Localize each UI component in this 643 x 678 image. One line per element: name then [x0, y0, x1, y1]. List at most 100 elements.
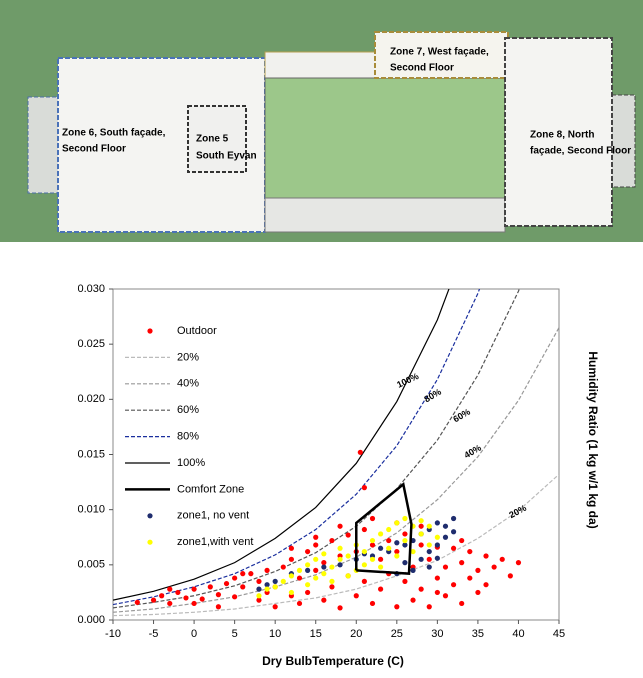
data-point [313, 575, 318, 580]
data-point [378, 557, 383, 562]
data-point [362, 527, 367, 532]
data-point [402, 538, 407, 543]
data-point [419, 557, 424, 562]
data-point [451, 516, 456, 521]
data-point [321, 571, 326, 576]
data-point [297, 575, 302, 580]
data-point [264, 568, 269, 573]
data-point [248, 571, 253, 576]
data-point [305, 568, 310, 573]
data-point [232, 575, 237, 580]
data-point [337, 605, 342, 610]
data-point [281, 564, 286, 569]
data-point [273, 604, 278, 609]
data-point [467, 575, 472, 580]
data-point [402, 579, 407, 584]
data-point [451, 582, 456, 587]
data-point [167, 601, 172, 606]
data-point [337, 557, 342, 562]
data-point [289, 546, 294, 551]
data-point [402, 516, 407, 521]
data-point [329, 564, 334, 569]
y-tick-label: 0.005 [77, 559, 105, 571]
data-point [305, 590, 310, 595]
y-axis-title: Humidity Ratio (1 kg w/1 kg da) [586, 351, 600, 528]
x-axis-title: Dry BulbTemperature (C) [262, 654, 404, 668]
data-point [419, 531, 424, 536]
data-point [386, 527, 391, 532]
data-point [305, 582, 310, 587]
floor-plan: Zone 6, South façade, Second Floor Zone … [0, 0, 643, 242]
legend-label: Outdoor [177, 325, 217, 337]
x-tick-label: 5 [232, 628, 238, 640]
data-point [435, 535, 440, 540]
y-tick-label: 0.015 [77, 448, 105, 460]
data-point [362, 579, 367, 584]
x-tick-label: 20 [350, 628, 362, 640]
legend-label: zone1, no vent [177, 510, 249, 522]
data-point [256, 579, 261, 584]
data-point [313, 568, 318, 573]
x-tick-label: -10 [105, 628, 121, 640]
data-point [443, 535, 448, 540]
data-point [378, 587, 383, 592]
y-tick-label: 0.025 [77, 338, 105, 350]
legend-label: 40% [177, 378, 199, 390]
legend-label: 100% [177, 457, 205, 469]
data-point [410, 598, 415, 603]
data-point [443, 524, 448, 529]
data-point [467, 549, 472, 554]
y-tick-label: 0.020 [77, 393, 105, 405]
x-tick-label: 30 [431, 628, 443, 640]
data-point [321, 598, 326, 603]
data-point [386, 546, 391, 551]
data-point [427, 604, 432, 609]
data-point [305, 562, 310, 567]
data-point [419, 587, 424, 592]
data-point [370, 557, 375, 562]
data-point [427, 542, 432, 547]
data-point [427, 549, 432, 554]
wing-bump [28, 97, 62, 193]
data-point [313, 535, 318, 540]
courtyard [265, 78, 505, 198]
data-point [394, 540, 399, 545]
page: Zone 6, South façade, Second Floor Zone … [0, 0, 643, 678]
data-point [135, 600, 140, 605]
zone-label: façade, Second Floor [530, 146, 631, 157]
x-tick-label: 45 [553, 628, 565, 640]
data-point [516, 560, 521, 565]
data-point [386, 538, 391, 543]
data-point [346, 553, 351, 558]
data-point [256, 587, 261, 592]
data-point [329, 579, 334, 584]
data-point [354, 593, 359, 598]
data-point [240, 571, 245, 576]
zone-label: Zone 8, North [530, 130, 594, 141]
data-point [483, 553, 488, 558]
data-point [427, 564, 432, 569]
data-point [435, 520, 440, 525]
data-point [394, 604, 399, 609]
zone-label: South Eyvan [196, 151, 257, 162]
data-point [337, 546, 342, 551]
data-point [419, 518, 424, 523]
zone-label: Second Floor [62, 144, 126, 155]
zone-label: Zone 5 [196, 134, 229, 145]
legend-label: Comfort Zone [177, 483, 244, 495]
data-point [313, 557, 318, 562]
y-tick-label: 0.000 [77, 614, 105, 626]
data-point [394, 553, 399, 558]
data-point [362, 549, 367, 554]
data-point [346, 532, 351, 537]
data-point [443, 564, 448, 569]
data-point [435, 556, 440, 561]
data-point [264, 587, 269, 592]
data-point [329, 584, 334, 589]
data-point [435, 575, 440, 580]
data-point [451, 546, 456, 551]
data-point [240, 584, 245, 589]
x-tick-label: 10 [269, 628, 281, 640]
x-tick-label: 15 [310, 628, 322, 640]
data-point [362, 485, 367, 490]
